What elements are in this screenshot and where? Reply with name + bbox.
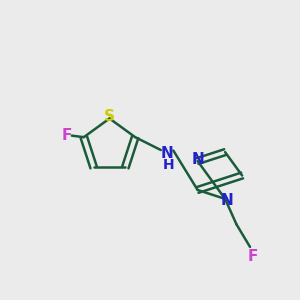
Text: N: N (161, 146, 174, 161)
Text: N: N (220, 193, 233, 208)
Text: F: F (61, 128, 72, 143)
Text: F: F (247, 249, 258, 264)
Text: S: S (104, 109, 115, 124)
Text: N: N (191, 152, 204, 167)
Text: H: H (163, 158, 174, 172)
